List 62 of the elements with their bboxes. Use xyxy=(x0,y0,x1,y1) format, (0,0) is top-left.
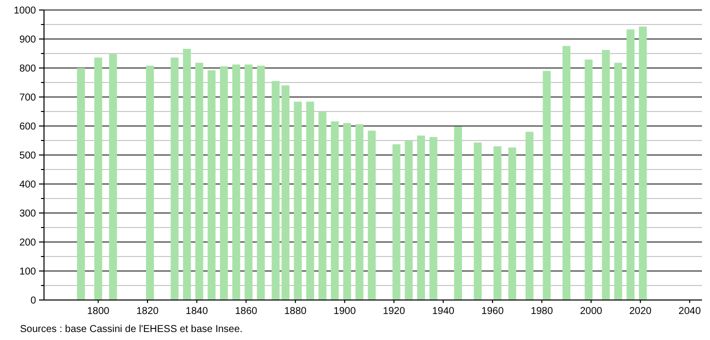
bar xyxy=(404,140,413,300)
x-tick-label: 2040 xyxy=(678,306,702,317)
x-tick-label: 1920 xyxy=(382,306,406,317)
bar xyxy=(508,147,516,300)
bar xyxy=(330,121,339,300)
bar xyxy=(562,46,570,300)
bar xyxy=(146,66,154,300)
y-tick-label: 100 xyxy=(19,266,36,278)
bar xyxy=(208,70,216,300)
x-tick-label: 2020 xyxy=(629,306,652,317)
x-tick-label: 1900 xyxy=(334,306,356,317)
bar xyxy=(306,102,314,300)
bar xyxy=(109,54,117,300)
y-tick-label: 0 xyxy=(30,296,36,306)
x-tick-label: 1860 xyxy=(234,306,258,317)
x-tick-label: 1980 xyxy=(530,306,554,317)
bar xyxy=(232,64,240,300)
bar xyxy=(94,58,102,300)
y-tick-label: 600 xyxy=(19,122,36,132)
y-tick-label: 400 xyxy=(19,180,36,190)
bar xyxy=(368,130,376,300)
bar xyxy=(542,70,551,300)
bar xyxy=(602,50,610,300)
bar xyxy=(417,136,425,300)
y-tick-label: 300 xyxy=(19,208,36,220)
bar xyxy=(638,26,647,300)
x-tick-label: 1880 xyxy=(284,306,307,317)
y-tick-label: 700 xyxy=(19,92,36,104)
x-tick-label: 1820 xyxy=(136,306,160,317)
source-note: Sources : base Cassini de l'EHESS et base Insee. xyxy=(20,324,243,335)
bar xyxy=(494,146,502,300)
bar xyxy=(272,81,280,300)
y-tick-label: 900 xyxy=(19,34,36,46)
bar xyxy=(282,85,290,300)
bar xyxy=(182,48,191,300)
y-tick-label: 800 xyxy=(19,64,36,74)
bar xyxy=(614,62,622,300)
x-tick-label: 1940 xyxy=(432,306,455,317)
y-tick-label: 500 xyxy=(19,150,36,162)
bar xyxy=(626,29,634,300)
bar xyxy=(77,68,85,300)
bar xyxy=(220,66,228,300)
bar xyxy=(429,137,438,300)
bar xyxy=(170,58,179,300)
x-tick-label: 2000 xyxy=(580,306,603,317)
x-tick-label: 1960 xyxy=(481,306,504,317)
bar xyxy=(474,142,482,300)
bar xyxy=(526,132,534,300)
bar xyxy=(392,144,400,300)
bar xyxy=(318,112,326,300)
bar xyxy=(356,124,364,300)
bar xyxy=(294,102,302,300)
x-tick-label: 1840 xyxy=(186,306,208,317)
bar xyxy=(244,64,252,300)
y-tick-label: 200 xyxy=(19,238,36,248)
bar xyxy=(256,66,265,300)
bar xyxy=(195,62,204,300)
bar xyxy=(343,123,352,300)
bar xyxy=(584,60,593,300)
y-tick-label: 1000 xyxy=(14,6,36,16)
x-tick-label: 1800 xyxy=(87,306,110,317)
bar xyxy=(454,126,462,300)
